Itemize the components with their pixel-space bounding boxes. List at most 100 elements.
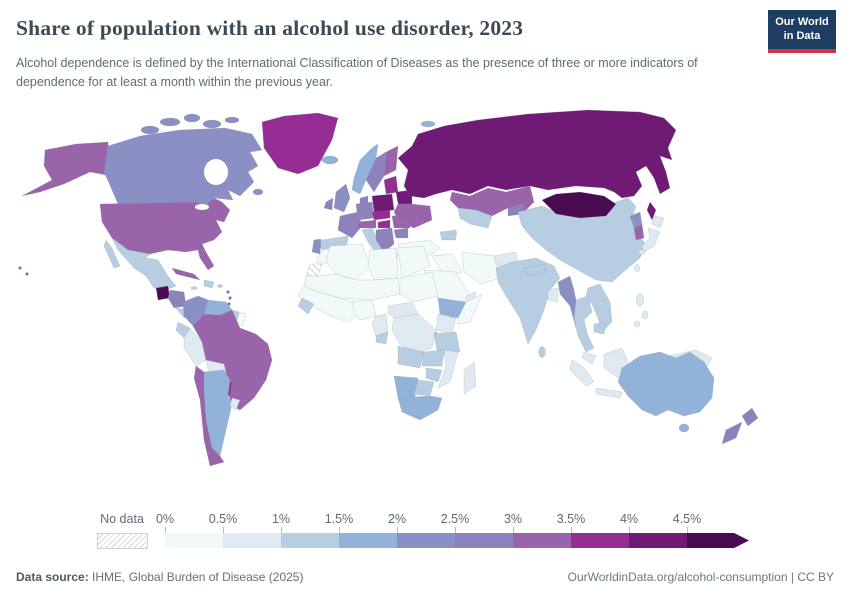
country-syria-iraq[interactable]: [431, 253, 463, 277]
country-russia[interactable]: [397, 109, 677, 199]
footer-link[interactable]: OurWorldinData.org/alcohol-consumption: [567, 570, 788, 584]
country-mexico-baja[interactable]: [103, 239, 121, 269]
country-greenland[interactable]: [261, 112, 339, 175]
country-canada-island[interactable]: [252, 188, 264, 196]
country-honduras-nicaragua[interactable]: [167, 289, 187, 309]
country-sudan[interactable]: [399, 271, 439, 303]
legend-segment[interactable]: [397, 533, 455, 548]
country-baltics[interactable]: [383, 175, 399, 195]
legend-segment[interactable]: [571, 533, 629, 548]
country-zimbabwe[interactable]: [425, 367, 443, 383]
legend-segment[interactable]: [513, 533, 571, 548]
country-south-korea[interactable]: [633, 223, 645, 241]
country-thailand[interactable]: [573, 295, 595, 353]
country-guinea-sierra-leone[interactable]: [297, 297, 315, 315]
country-mongolia[interactable]: [541, 191, 617, 219]
country-india[interactable]: [495, 257, 561, 345]
country-new-zealand-south[interactable]: [721, 421, 743, 445]
country-sweden[interactable]: [365, 151, 387, 193]
country-iceland[interactable]: [321, 155, 339, 165]
country-indonesia-sumatra[interactable]: [569, 359, 595, 387]
country-nepal[interactable]: [523, 263, 547, 277]
country-portugal[interactable]: [311, 238, 322, 255]
country-united-states-florida[interactable]: [197, 249, 215, 271]
country-canada[interactable]: [103, 127, 263, 206]
country-suriname[interactable]: [235, 311, 247, 327]
country-lesser-antilles[interactable]: [226, 290, 230, 294]
country-jamaica[interactable]: [190, 286, 198, 290]
country-south-africa[interactable]: [397, 395, 443, 421]
country-canada-island[interactable]: [183, 113, 201, 123]
country-mozambique-malawi[interactable]: [437, 349, 459, 389]
country-puerto-rico[interactable]: [217, 284, 223, 288]
country-hawaii[interactable]: [18, 266, 22, 270]
country-japan-kyushu[interactable]: [638, 249, 646, 255]
country-united-kingdom[interactable]: [333, 183, 351, 213]
country-philippines[interactable]: [641, 310, 649, 320]
country-canada-island[interactable]: [202, 119, 222, 129]
country-caucasus[interactable]: [439, 229, 459, 241]
country-western-sahara[interactable]: [305, 263, 323, 277]
country-egypt[interactable]: [397, 245, 431, 279]
country-uruguay[interactable]: [229, 397, 241, 411]
country-ireland[interactable]: [323, 197, 334, 211]
legend-segment[interactable]: [281, 533, 339, 548]
country-angola[interactable]: [397, 345, 425, 369]
country-argentina[interactable]: [203, 369, 233, 457]
country-iran[interactable]: [461, 251, 501, 285]
country-australia[interactable]: [617, 351, 715, 417]
country-brazil[interactable]: [192, 309, 273, 411]
legend-segment[interactable]: [223, 533, 281, 548]
country-drc[interactable]: [391, 313, 437, 355]
legend-segment[interactable]: [165, 533, 223, 548]
country-japan-hokkaido[interactable]: [651, 215, 665, 229]
country-gabon-congo[interactable]: [375, 331, 389, 345]
country-mexico[interactable]: [111, 237, 177, 291]
country-taiwan[interactable]: [634, 264, 640, 272]
country-russia-sakhalin[interactable]: [646, 201, 657, 221]
country-switzerland-austria[interactable]: [357, 219, 377, 229]
legend-segment[interactable]: [687, 533, 749, 548]
country-france[interactable]: [337, 211, 363, 239]
country-hawaii[interactable]: [25, 272, 29, 276]
country-madagascar[interactable]: [463, 361, 477, 395]
country-canada-island[interactable]: [224, 116, 240, 124]
country-libya[interactable]: [367, 247, 399, 281]
country-indonesia-java[interactable]: [595, 387, 623, 399]
country-lesser-antilles[interactable]: [228, 296, 232, 300]
country-finland[interactable]: [383, 145, 399, 177]
country-uzbekistan-turkmenistan[interactable]: [457, 207, 493, 229]
footer-license[interactable]: CC BY: [797, 570, 834, 584]
legend-tick-label: 4%: [619, 512, 639, 526]
country-canada-island[interactable]: [140, 125, 160, 135]
country-canada-island[interactable]: [159, 117, 181, 127]
country-malaysia[interactable]: [581, 351, 597, 365]
country-hungary[interactable]: [377, 219, 391, 229]
country-sri-lanka[interactable]: [538, 346, 546, 358]
legend-segment[interactable]: [455, 533, 513, 548]
owid-logo[interactable]: Our World in Data: [768, 10, 836, 53]
country-poland[interactable]: [371, 193, 395, 213]
country-australia-tasmania[interactable]: [678, 423, 690, 433]
country-svalbard[interactable]: [420, 120, 436, 128]
country-ukraine[interactable]: [393, 203, 433, 229]
country-new-zealand-north[interactable]: [741, 407, 759, 427]
country-cuba[interactable]: [171, 267, 201, 281]
legend-segment[interactable]: [339, 533, 397, 548]
country-philippines[interactable]: [633, 320, 641, 328]
country-japan-honshu[interactable]: [641, 227, 661, 253]
country-balkans[interactable]: [375, 227, 395, 253]
country-nigeria[interactable]: [351, 299, 377, 321]
country-cambodia[interactable]: [593, 321, 607, 335]
legend-segment[interactable]: [629, 533, 687, 548]
country-bulgaria[interactable]: [393, 227, 409, 239]
country-somalia[interactable]: [457, 293, 483, 325]
country-philippines[interactable]: [635, 293, 645, 307]
legend-no-data-swatch[interactable]: [97, 533, 148, 549]
country-alaska[interactable]: [21, 141, 113, 197]
country-hispaniola[interactable]: [203, 279, 215, 289]
country-zambia[interactable]: [421, 349, 445, 367]
country-tanzania[interactable]: [433, 331, 461, 357]
country-bangladesh[interactable]: [547, 287, 559, 303]
